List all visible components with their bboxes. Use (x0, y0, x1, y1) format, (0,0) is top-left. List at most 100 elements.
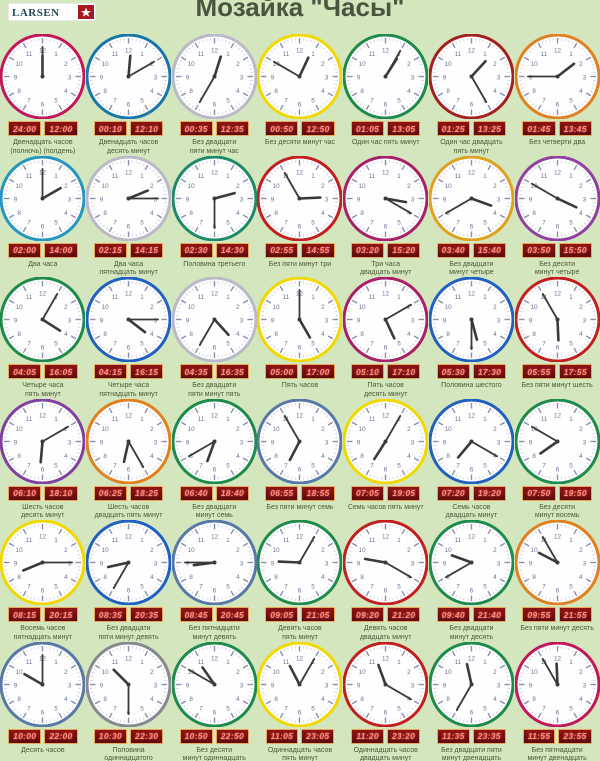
svg-text:12: 12 (468, 290, 476, 297)
svg-text:5: 5 (397, 584, 401, 591)
svg-text:9: 9 (14, 439, 18, 446)
svg-text:3: 3 (154, 439, 158, 446)
svg-text:6: 6 (384, 344, 388, 351)
svg-text:12: 12 (382, 169, 390, 176)
svg-text:12: 12 (382, 412, 390, 419)
svg-text:10: 10 (273, 547, 281, 554)
svg-text:11: 11 (112, 172, 119, 179)
svg-text:4: 4 (579, 452, 583, 459)
svg-text:3: 3 (497, 682, 501, 689)
svg-text:3: 3 (325, 317, 329, 324)
svg-text:2: 2 (236, 547, 240, 554)
svg-text:3: 3 (411, 196, 415, 203)
svg-text:7: 7 (542, 462, 546, 469)
svg-text:5: 5 (140, 705, 144, 712)
svg-text:3: 3 (325, 74, 329, 81)
svg-text:8: 8 (189, 209, 193, 216)
svg-text:7: 7 (113, 462, 117, 469)
svg-text:2: 2 (322, 182, 326, 189)
svg-text:7: 7 (456, 98, 460, 105)
svg-text:5: 5 (569, 705, 573, 712)
svg-text:5: 5 (397, 219, 401, 226)
svg-text:10: 10 (445, 668, 453, 675)
svg-text:3: 3 (154, 196, 158, 203)
svg-text:7: 7 (285, 584, 289, 591)
svg-text:1: 1 (226, 172, 230, 179)
svg-text:4: 4 (236, 88, 240, 95)
svg-text:8: 8 (103, 452, 107, 459)
svg-text:6: 6 (384, 587, 388, 594)
svg-text:4: 4 (493, 209, 497, 216)
svg-text:8: 8 (275, 452, 279, 459)
svg-text:2: 2 (493, 182, 497, 189)
svg-text:8: 8 (103, 209, 107, 216)
svg-text:5: 5 (226, 98, 230, 105)
svg-text:12: 12 (296, 655, 304, 662)
svg-text:8: 8 (275, 209, 279, 216)
svg-text:1: 1 (569, 51, 573, 58)
svg-text:6: 6 (298, 223, 302, 230)
svg-text:4: 4 (64, 574, 68, 581)
svg-text:5: 5 (226, 341, 230, 348)
svg-text:7: 7 (456, 462, 460, 469)
svg-text:8: 8 (275, 574, 279, 581)
svg-text:6: 6 (470, 101, 474, 108)
svg-text:4: 4 (322, 331, 326, 338)
svg-text:2: 2 (493, 547, 497, 554)
svg-text:3: 3 (411, 560, 415, 567)
svg-text:12: 12 (211, 655, 219, 662)
svg-text:12: 12 (296, 412, 304, 419)
svg-text:1: 1 (226, 537, 230, 544)
svg-text:4: 4 (493, 574, 497, 581)
svg-text:10: 10 (102, 182, 110, 189)
svg-text:9: 9 (357, 196, 361, 203)
svg-text:2: 2 (579, 304, 583, 311)
svg-text:4: 4 (150, 331, 154, 338)
svg-text:1: 1 (397, 658, 401, 665)
svg-text:7: 7 (28, 462, 32, 469)
svg-text:3: 3 (68, 196, 72, 203)
svg-text:8: 8 (18, 331, 22, 338)
svg-text:2: 2 (64, 61, 68, 68)
svg-text:6: 6 (555, 101, 559, 108)
svg-text:3: 3 (582, 317, 586, 324)
svg-text:3: 3 (68, 317, 72, 324)
svg-text:8: 8 (532, 88, 536, 95)
svg-text:12: 12 (554, 412, 562, 419)
svg-text:8: 8 (532, 331, 536, 338)
svg-text:3: 3 (240, 560, 244, 567)
svg-text:6: 6 (127, 223, 131, 230)
svg-text:9: 9 (443, 317, 447, 324)
svg-text:11: 11 (369, 658, 376, 665)
svg-text:4: 4 (64, 452, 68, 459)
svg-text:6: 6 (298, 587, 302, 594)
svg-text:9: 9 (443, 439, 447, 446)
svg-text:11: 11 (455, 415, 462, 422)
svg-text:9: 9 (100, 317, 104, 324)
svg-text:8: 8 (361, 331, 365, 338)
svg-text:5: 5 (312, 98, 316, 105)
svg-text:12: 12 (468, 533, 476, 540)
svg-text:7: 7 (542, 584, 546, 591)
svg-text:1: 1 (55, 537, 59, 544)
svg-text:2: 2 (236, 182, 240, 189)
svg-text:12: 12 (468, 169, 476, 176)
svg-text:12: 12 (468, 47, 476, 54)
svg-text:2: 2 (493, 668, 497, 675)
svg-text:7: 7 (542, 219, 546, 226)
svg-text:2: 2 (579, 182, 583, 189)
svg-text:7: 7 (113, 219, 117, 226)
svg-text:8: 8 (103, 695, 107, 702)
svg-text:2: 2 (64, 182, 68, 189)
svg-text:LARSEN: LARSEN (12, 7, 60, 19)
svg-text:7: 7 (456, 219, 460, 226)
svg-text:10: 10 (102, 547, 110, 554)
svg-text:8: 8 (532, 452, 536, 459)
svg-text:2: 2 (493, 425, 497, 432)
svg-text:5: 5 (55, 462, 59, 469)
svg-text:5: 5 (140, 219, 144, 226)
svg-text:7: 7 (199, 584, 203, 591)
svg-text:4: 4 (579, 574, 583, 581)
svg-text:4: 4 (493, 695, 497, 702)
svg-text:11: 11 (369, 537, 376, 544)
